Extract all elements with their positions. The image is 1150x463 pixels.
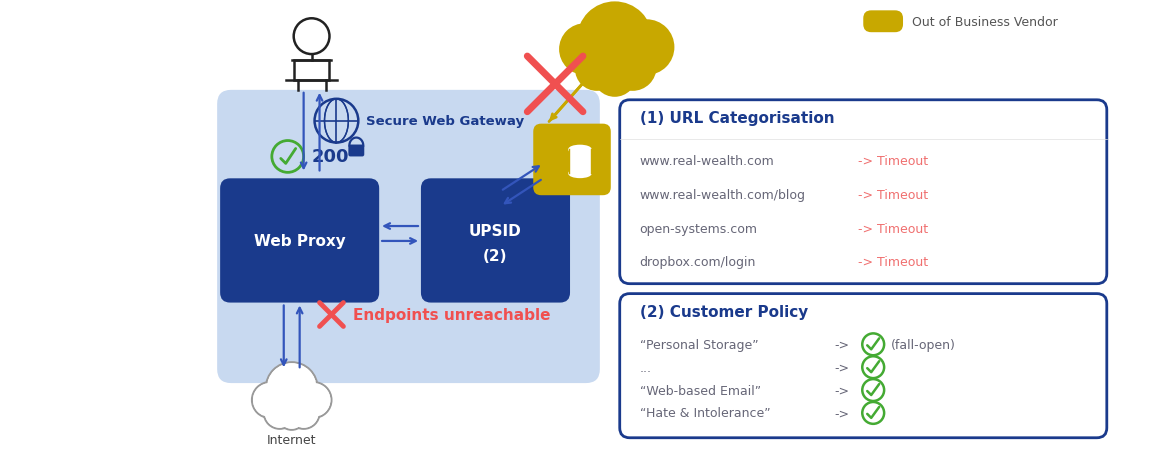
Text: ...: ... — [639, 361, 652, 374]
FancyBboxPatch shape — [217, 91, 600, 383]
Text: (1) URL Categorisation: (1) URL Categorisation — [639, 111, 834, 126]
Text: Internet: Internet — [267, 433, 316, 446]
Circle shape — [575, 48, 619, 92]
Circle shape — [297, 383, 330, 417]
FancyBboxPatch shape — [864, 11, 903, 33]
Text: (2): (2) — [483, 249, 508, 264]
Circle shape — [577, 2, 652, 78]
Circle shape — [559, 24, 611, 76]
FancyBboxPatch shape — [220, 179, 380, 303]
Text: “Hate & Intolerance”: “Hate & Intolerance” — [639, 407, 771, 419]
Text: www.real-wealth.com: www.real-wealth.com — [639, 155, 774, 168]
Ellipse shape — [569, 146, 591, 154]
FancyBboxPatch shape — [534, 125, 611, 196]
Text: open-systems.com: open-systems.com — [639, 222, 758, 235]
Circle shape — [619, 20, 674, 76]
Circle shape — [266, 363, 317, 414]
Circle shape — [288, 397, 320, 429]
Text: “Personal Storage”: “Personal Storage” — [639, 338, 758, 351]
Circle shape — [278, 403, 305, 429]
Text: ->: -> — [835, 384, 850, 397]
Text: -> Timeout: -> Timeout — [858, 155, 928, 168]
Text: -> Timeout: -> Timeout — [858, 188, 928, 201]
Text: Out of Business Vendor: Out of Business Vendor — [912, 16, 1058, 29]
Circle shape — [263, 397, 296, 429]
Circle shape — [296, 382, 331, 418]
Text: ->: -> — [835, 338, 850, 351]
Text: Web Proxy: Web Proxy — [254, 234, 345, 249]
FancyBboxPatch shape — [620, 100, 1106, 284]
Text: “Web-based Email”: “Web-based Email” — [639, 384, 761, 397]
FancyBboxPatch shape — [421, 179, 570, 303]
Text: Endpoints unreachable: Endpoints unreachable — [353, 307, 551, 322]
Circle shape — [593, 54, 637, 98]
FancyBboxPatch shape — [348, 145, 365, 157]
Text: (1): (1) — [549, 150, 570, 164]
Circle shape — [267, 363, 316, 413]
Text: 200: 200 — [312, 148, 350, 166]
Text: UPSID: UPSID — [469, 224, 522, 239]
Text: www.real-wealth.com/blog: www.real-wealth.com/blog — [639, 188, 806, 201]
Text: ->: -> — [835, 407, 850, 419]
Ellipse shape — [569, 170, 591, 178]
Text: dropbox.com/login: dropbox.com/login — [639, 256, 756, 269]
Text: -> Timeout: -> Timeout — [858, 256, 928, 269]
Circle shape — [253, 383, 286, 417]
Circle shape — [252, 382, 288, 418]
Circle shape — [278, 402, 306, 430]
Circle shape — [289, 398, 319, 428]
Text: -> Timeout: -> Timeout — [858, 222, 928, 235]
Circle shape — [264, 398, 294, 428]
FancyBboxPatch shape — [620, 294, 1106, 438]
Text: Secure Web Gateway: Secure Web Gateway — [366, 115, 524, 128]
FancyBboxPatch shape — [569, 150, 591, 174]
Circle shape — [608, 44, 657, 92]
Text: (fall-open): (fall-open) — [891, 338, 956, 351]
Text: (2) Customer Policy: (2) Customer Policy — [639, 304, 807, 319]
Text: ->: -> — [835, 361, 850, 374]
